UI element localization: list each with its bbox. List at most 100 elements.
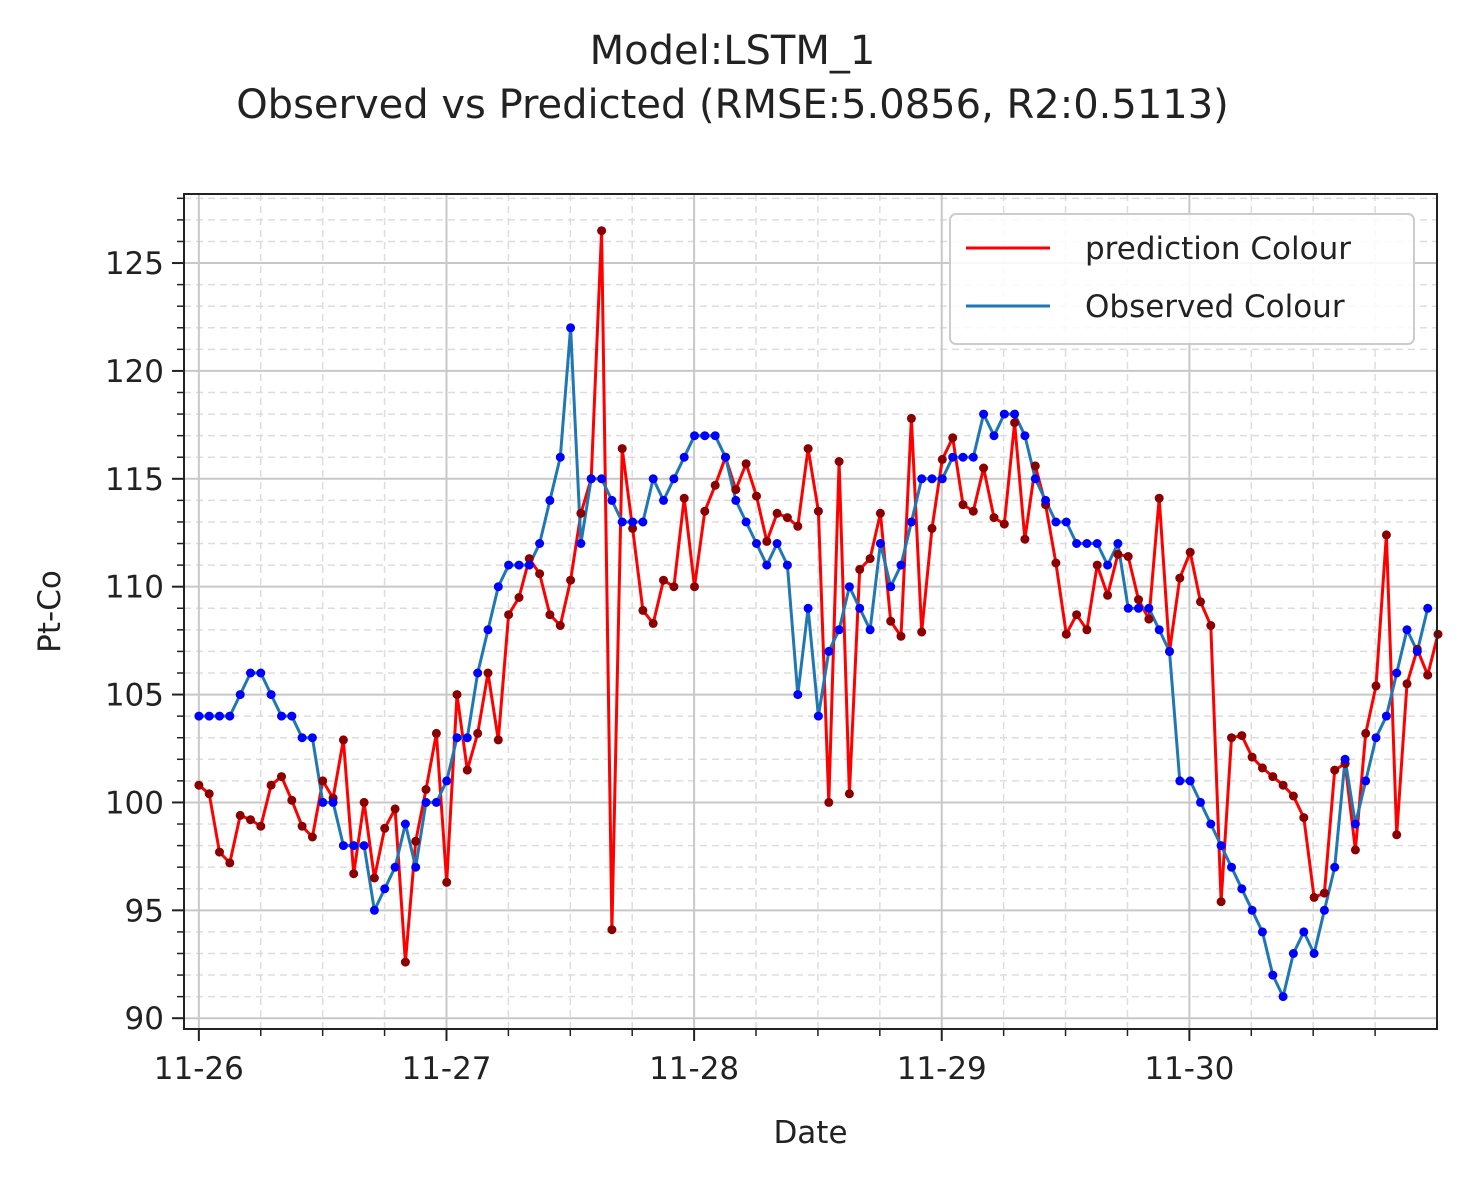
data-point-1 [917,474,927,484]
data-point-0 [1206,621,1216,630]
data-point-0 [297,821,307,831]
data-point-1 [1030,474,1040,484]
data-point-1 [1278,992,1288,1002]
data-point-0 [504,610,514,620]
data-point-1 [937,474,947,484]
data-point-1 [1371,733,1381,743]
data-point-0 [886,616,896,626]
data-point-1 [328,797,338,807]
data-point-0 [246,815,255,825]
chart-title: Model:LSTM_1 [589,28,876,74]
series-line-1 [198,326,1430,999]
data-point-0 [690,582,699,592]
y-tick-label: 105 [105,678,164,714]
series-markers [194,226,1443,1002]
data-point-0 [906,413,916,423]
data-point-0 [1299,813,1309,823]
data-point-0 [1350,845,1360,855]
data-point-1 [1257,927,1267,937]
data-point-1 [576,539,586,548]
data-point-0 [865,554,875,564]
data-point-0 [617,444,627,454]
data-point-1 [772,539,782,548]
data-point-0 [1216,897,1226,907]
data-point-1 [1216,841,1226,851]
data-point-1 [927,474,937,484]
x-tick-label: 11-26 [154,1051,244,1087]
data-point-1 [1154,625,1164,635]
data-point-0 [937,454,947,464]
data-point-1 [741,517,751,527]
data-point-1 [679,452,689,462]
data-point-0 [1154,493,1164,503]
data-point-0 [1237,731,1247,741]
data-point-0 [803,444,813,454]
data-point-1 [524,560,534,570]
data-point-1 [566,323,576,333]
data-point-0 [1423,670,1433,680]
data-point-1 [793,690,803,700]
tick-labels: 11-26 11-27 11-28 11-29 11-30 90 95 100 105 110 11… [105,246,1235,1087]
data-point-0 [1092,560,1102,570]
data-point-1 [1041,495,1051,505]
data-point-1 [875,539,885,548]
data-point-0 [679,493,689,503]
legend: prediction Colour Observed Colour [949,213,1415,345]
data-point-0 [421,785,431,794]
data-point-0 [400,957,410,967]
data-point-1 [855,603,865,613]
data-point-0 [762,536,772,546]
data-point-0 [380,823,390,833]
data-point-0 [917,627,927,637]
axis-ticks [172,197,1376,1041]
data-point-0 [1227,733,1236,743]
plot-frame [183,193,1438,1030]
data-point-1 [710,431,720,441]
data-point-0 [875,508,885,518]
data-point-0 [411,836,421,846]
data-point-1 [948,452,958,462]
data-point-1 [493,582,503,592]
data-point-0 [896,631,906,641]
data-point-1 [1392,668,1402,678]
data-point-1 [617,517,627,527]
y-tick-label: 100 [105,785,164,821]
data-point-0 [855,564,865,574]
data-point-1 [597,474,607,484]
data-point-1 [514,560,524,570]
data-point-1 [1010,409,1020,419]
data-point-0 [782,513,792,523]
data-point-1 [1237,884,1247,894]
data-point-0 [1061,629,1071,639]
data-point-0 [524,554,534,564]
data-point-1 [1402,625,1412,635]
x-tick-label: 11-27 [401,1051,491,1087]
y-tick-label: 95 [125,893,164,929]
data-point-1 [338,841,348,851]
x-tick-label: 11-29 [897,1051,987,1087]
data-point-0 [844,789,854,799]
data-point-0 [514,593,524,602]
data-point-0 [1185,547,1195,557]
data-point-0 [752,491,761,501]
data-point-1 [1103,560,1113,570]
data-point-1 [1175,776,1185,786]
data-point-1 [690,431,699,441]
data-point-0 [287,795,297,805]
data-point-1 [752,539,761,548]
data-point-0 [1402,679,1412,689]
data-point-1 [731,495,741,505]
data-point-1 [400,819,410,829]
data-point-1 [896,560,906,570]
data-point-1 [504,560,514,570]
data-point-1 [782,560,792,570]
data-point-0 [597,226,607,236]
data-point-0 [824,797,834,807]
data-point-0 [462,765,472,775]
data-point-0 [1278,780,1288,790]
data-point-0 [834,457,844,466]
legend-label-observed: Observed Colour [1085,289,1345,325]
data-point-1 [1185,776,1195,786]
data-point-0 [535,569,545,579]
data-point-1 [669,474,679,484]
